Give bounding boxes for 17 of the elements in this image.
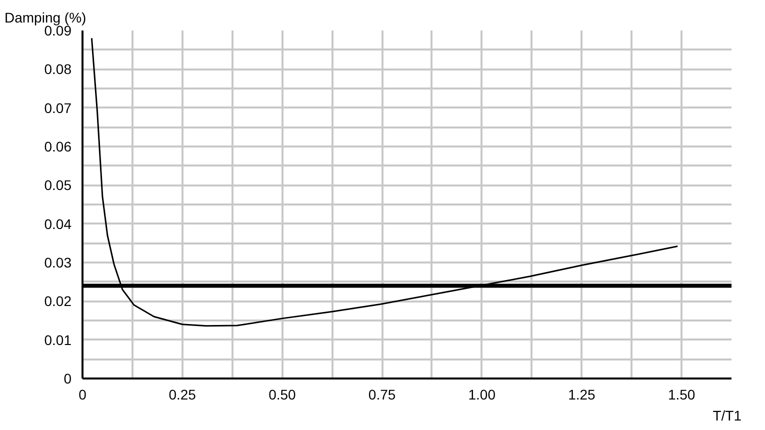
y-tick-label: 0.07 bbox=[44, 100, 72, 116]
y-tick-label: 0.01 bbox=[44, 332, 72, 348]
y-tick-label: 0.04 bbox=[44, 216, 72, 232]
x-tick-label: 1.50 bbox=[668, 386, 696, 402]
y-tick-label: 0.06 bbox=[44, 138, 72, 154]
x-tick-label: 1.00 bbox=[468, 386, 496, 402]
y-tick-label: 0.08 bbox=[44, 61, 72, 78]
x-axis-title: T/T1 bbox=[712, 408, 742, 424]
x-tick-label: 0.50 bbox=[268, 386, 296, 402]
x-tick-label: 0.75 bbox=[368, 386, 396, 402]
y-tick-label: 0.02 bbox=[44, 293, 72, 310]
y-tick-label: 0 bbox=[64, 370, 72, 386]
y-tick-label: 0.03 bbox=[44, 254, 72, 270]
y-tick-label: 0.05 bbox=[44, 177, 72, 194]
x-tick-label: 1.25 bbox=[568, 386, 596, 402]
x-tick-label: 0.25 bbox=[168, 386, 196, 402]
x-tick-label: 0 bbox=[78, 386, 87, 402]
